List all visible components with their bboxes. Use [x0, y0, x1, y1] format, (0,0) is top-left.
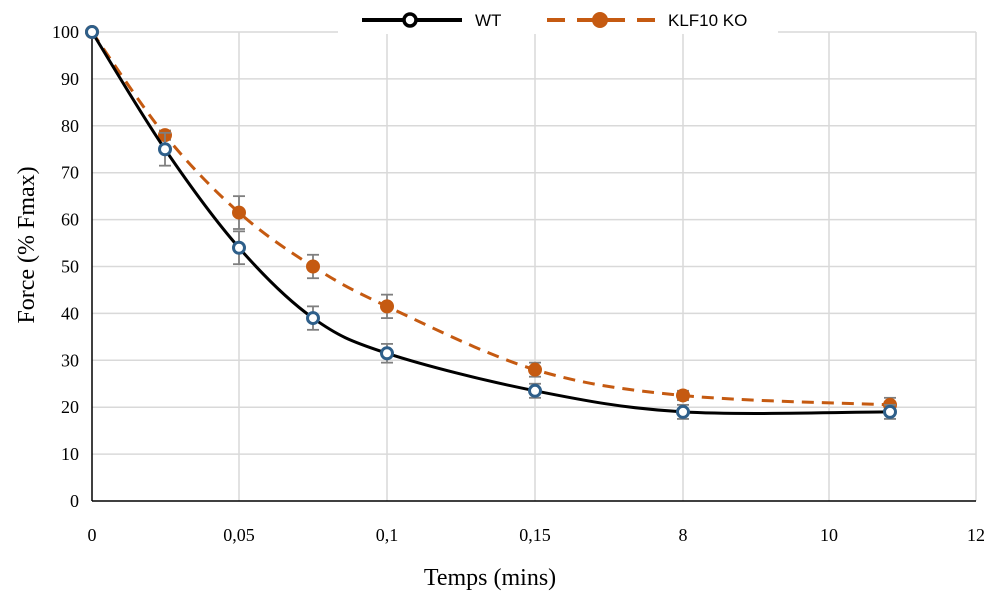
series-line: [90, 31, 891, 407]
legend-label-ko: KLF10 KO: [668, 11, 747, 30]
legend: WT KLF10 KO: [338, 4, 778, 34]
legend-marker-ko: [592, 12, 608, 28]
data-point: [232, 205, 246, 220]
y-tick-label: 20: [61, 397, 79, 417]
y-tick-label: 100: [52, 22, 79, 42]
series-wt: [85, 25, 897, 420]
x-tick-label: 0,15: [519, 525, 551, 545]
series-line: [90, 31, 891, 415]
data-point: [232, 240, 246, 255]
y-tick-label: 50: [61, 257, 79, 277]
x-tick-label: 0,05: [223, 525, 255, 545]
y-axis-title: Force (% Fmax): [14, 166, 40, 323]
grid: [92, 31, 977, 501]
x-tick-label: 8: [679, 525, 688, 545]
data-point: [380, 346, 394, 361]
y-tick-label: 60: [61, 210, 79, 230]
legend-label-wt: WT: [475, 11, 501, 30]
y-tick-label: 70: [61, 163, 79, 183]
plot-area: [85, 25, 897, 420]
x-tick-label: 0,1: [376, 525, 399, 545]
y-tick-label: 80: [61, 116, 79, 136]
data-point: [85, 25, 99, 39]
data-point: [883, 404, 897, 419]
series-klf10-ko: [85, 25, 897, 413]
data-point: [380, 299, 394, 314]
data-point: [676, 388, 690, 403]
data-point: [676, 404, 690, 419]
y-tick-label: 10: [61, 444, 79, 464]
legend-marker-wt: [402, 12, 418, 28]
y-tick-label: 90: [61, 69, 79, 89]
x-tick-label: 12: [967, 525, 985, 545]
x-tick-label: 10: [820, 525, 838, 545]
tick-labels: 0 10 20 30 40 50 60 70 80 90 100 0 0,05 0,1 0,15 8 10 12: [52, 22, 985, 545]
data-point: [306, 311, 320, 326]
data-point: [528, 362, 542, 377]
x-axis-title: Temps (mins): [424, 565, 556, 591]
x-tick-label: 0: [88, 525, 97, 545]
y-tick-label: 30: [61, 350, 79, 370]
axes: [91, 30, 976, 502]
y-tick-label: 0: [70, 491, 79, 511]
data-point: [306, 259, 320, 274]
y-tick-label: 40: [61, 303, 79, 323]
data-point: [528, 383, 542, 398]
data-point: [158, 142, 172, 157]
